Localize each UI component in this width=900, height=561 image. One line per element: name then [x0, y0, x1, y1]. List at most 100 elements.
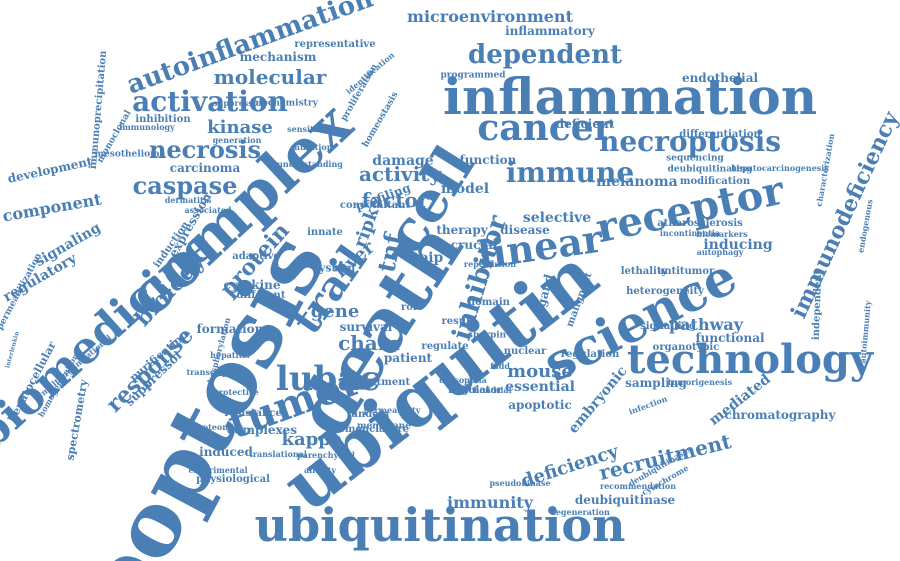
cloud-word: tumorigenesis — [667, 377, 733, 387]
cloud-word: infection — [627, 393, 669, 417]
cloud-word: melanoma — [596, 174, 678, 190]
cloud-word: necrosis — [148, 135, 262, 164]
cloud-word: cancer — [477, 107, 613, 149]
cloud-word: inflammation — [442, 67, 818, 126]
cloud-word: experimental — [188, 465, 248, 475]
cloud-word: role — [400, 302, 424, 313]
cloud-word: drosophila — [439, 375, 487, 385]
cloud-word: homeostasis — [360, 90, 401, 150]
cloud-word: independent — [810, 269, 825, 341]
cloud-word: sensitivity — [287, 124, 333, 134]
cloud-word: induced — [199, 445, 253, 459]
cloud-word: development — [6, 154, 94, 186]
cloud-word: differentiation — [679, 129, 761, 140]
cloud-word: mesothelioma — [94, 149, 166, 160]
cloud-word: regulation — [560, 349, 620, 360]
cloud-word: sampling — [625, 376, 687, 390]
cloud-word: fadd — [490, 361, 510, 371]
cloud-word: transcription — [186, 367, 246, 377]
cloud-word: inhibition — [135, 114, 191, 125]
cloud-word: understanding — [277, 159, 343, 169]
cloud-word: mouse — [507, 361, 573, 382]
cloud-word: chain — [338, 331, 400, 355]
cloud-word: autophagy — [696, 247, 744, 257]
cloud-word: essential — [505, 379, 575, 395]
cloud-word: treatment — [353, 377, 411, 388]
cloud-word: system — [312, 261, 356, 275]
cloud-word: immune — [505, 156, 635, 189]
cloud-word: immunology — [119, 122, 175, 132]
cloud-word: pseudokinase — [489, 478, 551, 488]
cloud-word: sequencing — [666, 153, 724, 164]
cloud-word: functional — [695, 331, 765, 345]
cloud-word: regulate — [421, 341, 469, 352]
cloud-word: mitochondrial — [448, 385, 512, 395]
cloud-word: membrane — [357, 421, 411, 432]
cloud-word: modification — [679, 176, 751, 187]
cloud-word: disease — [500, 223, 550, 237]
cloud-word: deficient — [555, 117, 615, 131]
cloud-word: model — [440, 181, 490, 197]
cloud-word: hepatocarcinogenesis — [731, 163, 829, 173]
cloud-word: patient — [383, 351, 433, 365]
cloud-word: nomenclature — [330, 424, 410, 435]
cloud-word: inflammatory — [505, 24, 595, 38]
cloud-word: heterogeneity — [626, 286, 704, 297]
cloud-word: result — [441, 316, 475, 327]
cloud-word: survival — [339, 320, 393, 334]
cloud-word: resistance — [224, 408, 282, 419]
cloud-word: generation — [212, 135, 262, 145]
cloud-word: organotypic — [652, 342, 720, 353]
cloud-word: sharpin — [467, 330, 507, 341]
cloud-word: inducing — [703, 237, 773, 253]
cloud-word: hepatitis — [210, 350, 250, 360]
cloud-word: translational — [249, 449, 307, 459]
cloud-word: tnf — [371, 230, 408, 275]
cloud-word: recommendation — [599, 481, 677, 491]
cloud-word: selective — [522, 210, 592, 226]
cloud-word: dermatitis — [164, 195, 212, 205]
cloud-word: kinase — [207, 117, 273, 138]
cloud-word: lethality — [620, 266, 668, 277]
cloud-word: factor — [361, 188, 429, 212]
cloud-word: adaptive — [232, 251, 280, 262]
cloud-word: biomarkers — [696, 229, 748, 239]
cloud-word: crucial — [450, 238, 498, 252]
cloud-word: technology — [626, 336, 874, 383]
cloud-word: activity — [358, 162, 442, 186]
cloud-word: domain — [468, 297, 510, 308]
cloud-word: component — [1, 189, 103, 226]
cloud-word: deubiquitinase — [574, 493, 676, 507]
cloud-word: protective — [213, 387, 259, 397]
cloud-word: deubiquitinating — [667, 164, 753, 175]
cloud-word: molecular — [213, 65, 327, 89]
cloud-word: dependent — [468, 40, 622, 70]
cloud-word: complexes — [226, 423, 298, 437]
cloud-word: programmed — [440, 70, 506, 81]
cloud-word: cytokine — [223, 278, 281, 292]
cloud-word: gene — [310, 301, 360, 322]
cloud-word: biochemistry — [252, 98, 318, 109]
cloud-word: mutation — [291, 142, 333, 152]
cloud-word: mechanism — [239, 50, 317, 64]
cloud-word: immunity — [447, 493, 533, 512]
cloud-word: interleukin — [4, 330, 21, 369]
cloud-word: activation — [132, 85, 288, 118]
cloud-word: representative — [294, 39, 376, 50]
cloud-word: carcinoma — [169, 161, 241, 175]
cloud-word: physiological — [196, 474, 270, 485]
cloud-word: pathway — [668, 315, 744, 334]
cloud-word: signalling — [640, 321, 696, 332]
cloud-word: kappa — [281, 429, 343, 450]
cloud-word: therapy — [436, 223, 488, 237]
cloud-word: parenchymal — [297, 450, 355, 460]
cloud-word: chromatography — [724, 408, 836, 422]
cloud-word: ubiquitination — [254, 498, 626, 552]
cloud-word: lubac — [275, 359, 381, 399]
cloud-word: nuclear — [503, 346, 547, 357]
cloud-word: atherosclerosis — [657, 218, 743, 229]
cloud-word: apoptotic — [508, 398, 572, 412]
cloud-word: tandem — [346, 409, 390, 420]
cloud-word: endothelial — [681, 71, 759, 85]
